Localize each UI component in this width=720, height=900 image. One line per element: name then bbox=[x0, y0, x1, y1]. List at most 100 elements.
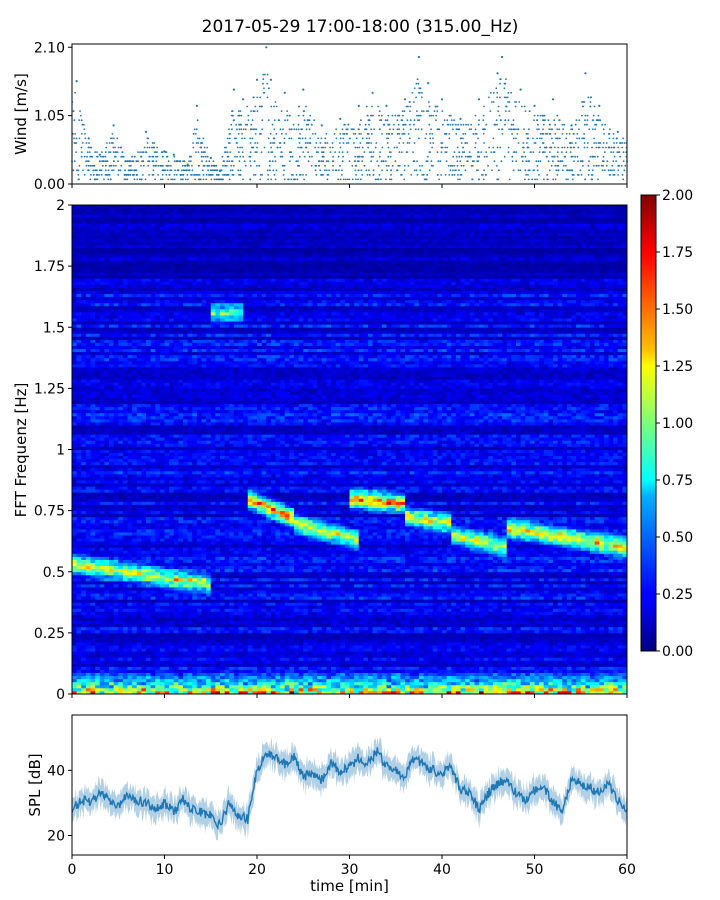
spectrogram-cell bbox=[141, 330, 147, 334]
wind-sample-point bbox=[275, 169, 278, 172]
spectrogram-cell bbox=[99, 434, 105, 438]
wind-sample-point bbox=[444, 174, 447, 176]
wind-sample-point bbox=[531, 178, 534, 181]
spectrogram-cell bbox=[90, 458, 96, 463]
spectrogram-cell bbox=[81, 327, 87, 331]
wind-sample-point bbox=[562, 128, 565, 131]
wind-sample-point bbox=[406, 119, 409, 122]
wind-sample-point bbox=[414, 128, 417, 131]
spectrogram-cell bbox=[104, 541, 110, 545]
wind-sample-point bbox=[332, 169, 334, 172]
wind-sample-point bbox=[132, 174, 135, 176]
spectrogram-cell bbox=[141, 373, 147, 377]
spectrogram-cell bbox=[122, 556, 128, 560]
spectrogram-cell bbox=[122, 403, 128, 408]
spectrogram-cell bbox=[155, 345, 161, 350]
spectrogram-cell bbox=[113, 522, 119, 527]
spectrogram-cell bbox=[136, 260, 142, 264]
spectrogram-cell bbox=[109, 452, 115, 457]
spectrogram-cell bbox=[95, 342, 101, 346]
spectrogram-cell bbox=[76, 357, 82, 362]
spectrogram-cell bbox=[95, 431, 101, 435]
spectrogram-cell bbox=[127, 651, 133, 655]
wind-sample-point bbox=[250, 164, 252, 167]
wind-sample-point bbox=[273, 128, 276, 131]
spectrogram-cell bbox=[85, 590, 91, 594]
wind-sample-point bbox=[349, 137, 351, 140]
spectrogram-cell bbox=[99, 290, 105, 295]
spectrogram-cell bbox=[113, 278, 119, 282]
spectrogram-cell bbox=[132, 587, 138, 591]
spectrogram-cell bbox=[85, 455, 91, 460]
wind-sample-point bbox=[533, 142, 536, 144]
spectrogram-cell bbox=[113, 272, 119, 276]
spectrogram-cell bbox=[113, 489, 119, 493]
wind-sample-point bbox=[121, 151, 124, 154]
spectrogram-cell bbox=[104, 311, 110, 316]
wind-sample-point bbox=[368, 174, 371, 176]
wind-sample-point bbox=[572, 174, 575, 176]
spectrogram-cell bbox=[150, 516, 156, 521]
spectrogram-cell bbox=[104, 626, 110, 631]
spectrogram-cell bbox=[150, 562, 156, 567]
spectrogram-cell bbox=[81, 293, 87, 298]
wind-sample-point bbox=[483, 155, 486, 158]
spectrogram-cell bbox=[104, 351, 110, 356]
spectrogram-cell bbox=[76, 256, 82, 261]
spectrogram-cell bbox=[76, 541, 82, 545]
spectrogram-cell bbox=[72, 535, 78, 539]
spectrogram-cell bbox=[159, 449, 165, 453]
spectrogram-cell bbox=[104, 635, 110, 640]
spectrogram-cell bbox=[72, 614, 78, 618]
wind-sample-point bbox=[371, 105, 373, 108]
spectrogram-cell bbox=[132, 498, 138, 502]
wind-sample-point bbox=[561, 169, 564, 172]
spectrogram-cell bbox=[113, 675, 119, 680]
spectrogram-cell bbox=[104, 449, 110, 453]
spectrogram-cell bbox=[85, 687, 91, 692]
spectrogram-cell bbox=[99, 330, 105, 334]
spectrogram-cell bbox=[146, 211, 152, 215]
wind-sample-point bbox=[421, 164, 424, 167]
spectrogram-cell bbox=[99, 336, 105, 340]
wind-peak-point bbox=[496, 72, 499, 75]
spectrogram-cell bbox=[76, 590, 82, 594]
spectrogram-cell bbox=[72, 632, 78, 637]
wind-sample-point bbox=[428, 114, 431, 117]
spectrogram-cell bbox=[99, 620, 105, 625]
spectrogram-cell bbox=[113, 434, 119, 438]
spectrogram-cell bbox=[150, 336, 156, 340]
spectrogram-cell bbox=[85, 342, 91, 346]
wind-sample-point bbox=[386, 119, 389, 122]
spectrogram-cell bbox=[113, 440, 119, 444]
spectrogram-cell bbox=[132, 370, 138, 374]
spectrogram-cell bbox=[159, 663, 165, 667]
spectrogram-cell bbox=[155, 412, 161, 417]
wind-sample-point bbox=[313, 119, 316, 122]
spectrogram-cell bbox=[141, 336, 147, 340]
spectrogram-cell bbox=[127, 663, 133, 667]
spectrogram-cell bbox=[136, 290, 142, 295]
wind-sample-point bbox=[196, 119, 199, 122]
spectrogram-cell bbox=[76, 232, 82, 236]
wind-sample-point bbox=[457, 128, 460, 131]
spectrogram-cell bbox=[109, 642, 115, 646]
wind-sample-point bbox=[548, 128, 551, 131]
wind-sample-point bbox=[532, 169, 535, 172]
wind-sample-point bbox=[504, 82, 507, 85]
spectrogram-cell bbox=[118, 541, 124, 545]
spectrogram-cell bbox=[113, 263, 119, 267]
wind-sample-point bbox=[237, 169, 240, 172]
spectrogram-cell bbox=[95, 287, 101, 291]
wind-sample-point bbox=[408, 123, 411, 126]
spectrogram-cell bbox=[81, 247, 87, 252]
spectrogram-cell bbox=[113, 617, 119, 622]
spectrogram-cell bbox=[118, 501, 124, 505]
spectrogram-cell bbox=[109, 672, 115, 677]
wind-sample-point bbox=[96, 155, 98, 158]
spectrogram-cell bbox=[127, 501, 133, 505]
spectrogram-cell bbox=[81, 593, 87, 597]
spectrogram-cell bbox=[104, 376, 110, 380]
spectrogram-cell bbox=[127, 302, 133, 307]
spectrogram-cell bbox=[85, 538, 91, 542]
